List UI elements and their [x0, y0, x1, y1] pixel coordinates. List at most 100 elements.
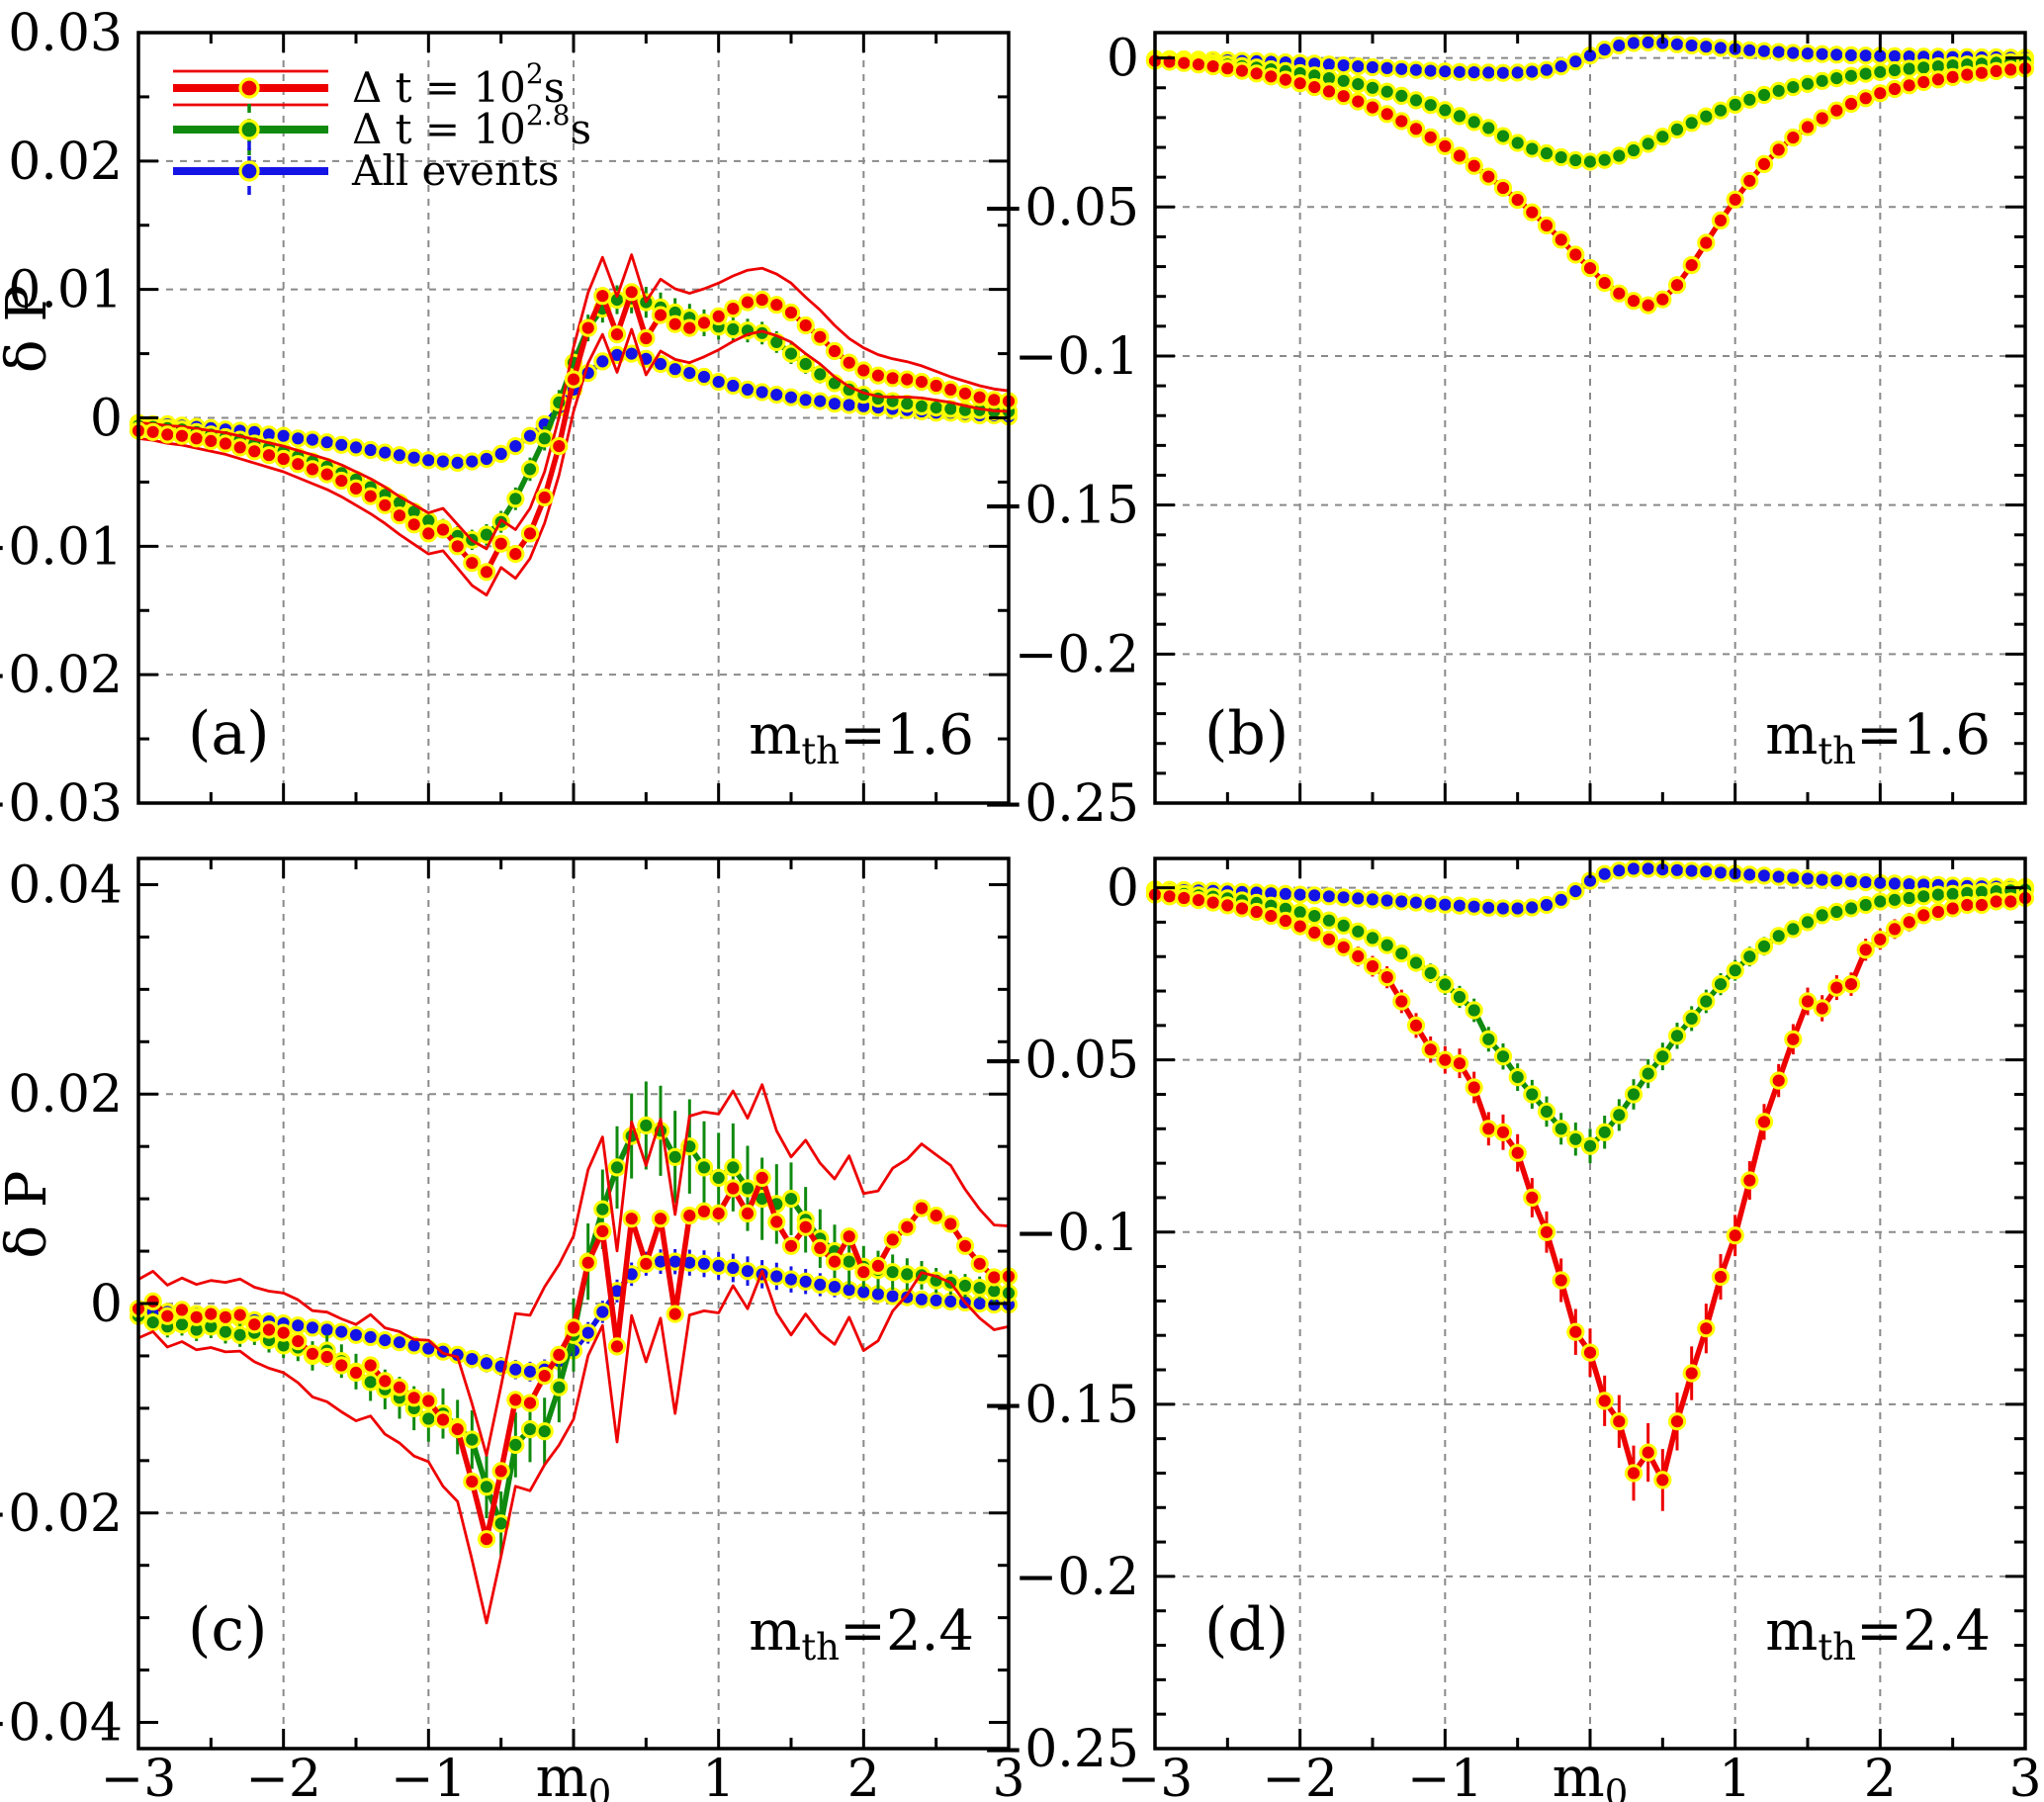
data-point-marker [1552, 57, 1570, 76]
data-point-marker [216, 1307, 235, 1326]
y-tick-label: 0 [90, 390, 123, 449]
data-point-marker [1987, 61, 2005, 81]
corner-label: mth=2.4 [749, 1599, 974, 1668]
data-point-marker [1813, 870, 1831, 889]
data-point-marker [1697, 862, 1716, 881]
data-point-marker [245, 442, 264, 461]
y-tick-label: −0.02 [0, 646, 123, 705]
data-point-marker [477, 563, 496, 582]
data-point-marker [724, 319, 743, 338]
data-point-marker [927, 1291, 945, 1309]
data-point-marker [1523, 203, 1542, 222]
x-tick-label: 2 [1864, 1750, 1897, 1802]
data-point-marker [245, 1315, 264, 1334]
data-point-marker [1334, 916, 1353, 936]
data-point-marker [1856, 46, 1875, 65]
data-point-marker [230, 1325, 249, 1344]
data-point-marker [1465, 1001, 1483, 1020]
data-point-marker [1421, 128, 1440, 146]
data-point-marker [1624, 1085, 1644, 1104]
data-point-marker [1363, 890, 1382, 909]
data-point-marker [622, 1210, 641, 1228]
dt-1e2-line [1152, 891, 2028, 1484]
data-point-marker [1523, 898, 1542, 917]
data-point-marker [1276, 884, 1295, 904]
data-point-marker [1682, 114, 1701, 133]
data-point-marker [1624, 140, 1644, 160]
data-point-marker [1334, 71, 1353, 90]
data-point-marker [1653, 1047, 1672, 1066]
data-point-marker [404, 448, 423, 467]
data-point-marker [448, 453, 467, 472]
data-point-marker [1421, 894, 1440, 913]
data-point-marker [1319, 82, 1339, 101]
y-tick-label: −0.02 [0, 1485, 123, 1544]
data-point-marker [1450, 1054, 1469, 1073]
panel-a: 0.03 0.02 0.01 0 −0.01 −0.02 −0.03 δ P (a) mth=1.… [0, 4, 1019, 834]
data-point-marker [259, 1320, 279, 1339]
data-point-marker [1566, 1129, 1585, 1148]
data-point-marker [1406, 120, 1426, 138]
data-point-marker [840, 396, 858, 414]
data-point-marker [1827, 45, 1846, 64]
data-point-marker [550, 1345, 569, 1365]
data-point-marker [955, 1236, 975, 1255]
x-tick-label: −1 [391, 1750, 467, 1802]
data-point-marker [941, 1215, 960, 1233]
data-point-marker [694, 1158, 714, 1177]
data-point-marker [1639, 33, 1657, 52]
data-point-marker [463, 452, 482, 471]
data-point-marker [883, 369, 902, 388]
data-point-marker [419, 1392, 438, 1410]
data-point-marker [158, 1306, 177, 1325]
data-point-marker [607, 325, 627, 344]
data-point-marker [694, 1202, 714, 1220]
data-point-marker [1784, 78, 1803, 97]
data-point-marker [1203, 893, 1222, 912]
data-point-marker [463, 1350, 482, 1369]
data-point-marker [1711, 1267, 1731, 1287]
data-point-marker [1769, 927, 1788, 946]
data-point-marker [666, 1147, 684, 1166]
corner-label: mth=2.4 [1765, 1599, 1991, 1668]
series-dt-1e2 [129, 1083, 1019, 1625]
data-point-marker [825, 341, 844, 361]
series-dt-1e2p8 [1145, 880, 2035, 1164]
data-point-marker [2001, 60, 2020, 79]
data-point-marker [172, 1315, 192, 1334]
data-point-marker [303, 460, 322, 479]
data-point-marker [1653, 128, 1672, 146]
data-point-marker [433, 1410, 453, 1429]
data-point-marker [955, 1276, 975, 1296]
x-tick-label: −2 [245, 1750, 321, 1802]
data-point-marker [1711, 211, 1731, 229]
series-dt-1e2 [1145, 51, 2035, 315]
data-point-marker [1740, 90, 1759, 109]
legend-label: All events [351, 146, 559, 195]
data-point-marker [1914, 906, 1933, 925]
y-tick-label: 0.02 [8, 133, 123, 192]
y-tick-label: −0.04 [0, 1694, 123, 1754]
data-point-marker [361, 487, 380, 505]
data-point-marker [1349, 889, 1368, 908]
data-point-marker [1508, 1068, 1527, 1087]
data-point-marker [1580, 1136, 1600, 1155]
data-point-marker [535, 488, 554, 507]
data-point-marker [1740, 1171, 1759, 1190]
data-point-marker [1595, 864, 1614, 883]
data-point-marker [1624, 859, 1644, 878]
data-point-marker [767, 386, 786, 405]
data-point-marker [955, 384, 975, 403]
data-point-marker [1334, 56, 1353, 75]
data-point-marker [1479, 119, 1498, 137]
data-point-marker [1377, 936, 1396, 954]
data-point-marker [1580, 259, 1600, 278]
data-point-marker [1928, 70, 1948, 89]
data-point-marker [1523, 1085, 1542, 1104]
data-point-marker [1784, 920, 1803, 939]
data-point-marker [1493, 178, 1513, 198]
data-point-marker [1465, 113, 1483, 132]
data-point-marker [1262, 67, 1281, 86]
data-point-marker [1610, 1412, 1629, 1431]
dt-1e2-markers [1145, 51, 2035, 315]
